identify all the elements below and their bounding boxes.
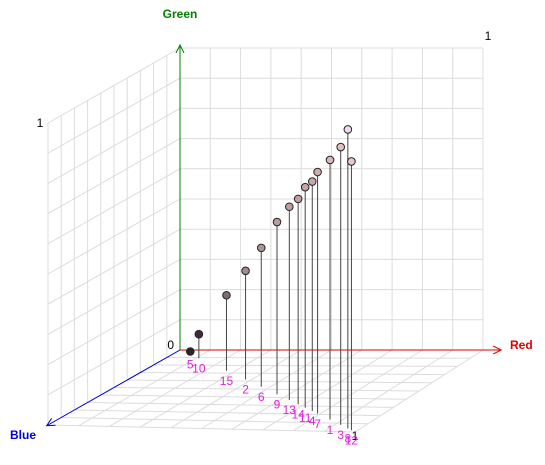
point-label: 13	[283, 403, 297, 417]
point-label: 5	[187, 358, 194, 372]
point	[285, 202, 294, 212]
point-label: 7	[314, 417, 321, 431]
point	[307, 177, 317, 186]
point-label: 6	[258, 390, 265, 404]
z-axis	[47, 349, 181, 426]
cube-grid-line	[100, 394, 407, 400]
point	[194, 329, 204, 339]
point-label: 14	[291, 407, 305, 421]
point	[272, 217, 282, 227]
cube-grid-line	[47, 77, 181, 154]
point-label: 12	[345, 433, 359, 447]
point	[313, 167, 322, 177]
cube-grid-line	[354, 349, 484, 433]
point-label: 9	[274, 397, 281, 411]
origin-tick-label: 0	[167, 338, 174, 352]
cube-grid-line	[47, 198, 181, 275]
cube-grid-line	[47, 168, 181, 245]
point-label: 3	[337, 428, 344, 442]
x-axis-title: Red	[510, 338, 533, 352]
y-tick-label: 1	[37, 116, 44, 130]
cube-grid-line	[74, 409, 381, 417]
point-label: 8	[345, 432, 352, 446]
point	[336, 142, 346, 152]
point-label: 2	[242, 383, 249, 397]
cube-grid-line	[293, 349, 423, 432]
cube-grid-line	[47, 47, 181, 124]
cube-grid	[47, 47, 484, 433]
cube-grid-line	[47, 107, 181, 184]
cube-grid-line	[61, 417, 368, 425]
cube-grid-line	[231, 349, 363, 430]
cube-grid-line	[262, 349, 393, 431]
z-axis-title: Blue	[10, 428, 36, 442]
cube-grid-line	[113, 387, 420, 392]
point-label: 1	[327, 423, 334, 437]
y-axis-title: Green	[163, 7, 198, 21]
point-label: 10	[192, 362, 206, 376]
point	[343, 125, 353, 134]
point	[325, 155, 335, 165]
point	[300, 182, 310, 192]
point	[185, 347, 195, 356]
point-label: 11	[299, 411, 312, 425]
point	[256, 243, 266, 253]
point	[293, 194, 303, 204]
cube-grid-line	[324, 349, 453, 432]
point	[241, 266, 250, 276]
point-label: 15	[220, 374, 234, 388]
z-tick-label: 1	[485, 29, 492, 43]
x-tick-label: 1	[352, 429, 359, 443]
cube-grid-line	[47, 138, 181, 215]
point	[222, 290, 231, 300]
cube-grid-line	[47, 424, 356, 433]
cube-grid-line	[87, 402, 394, 408]
point-label: 4	[309, 414, 316, 428]
point	[347, 157, 356, 166]
